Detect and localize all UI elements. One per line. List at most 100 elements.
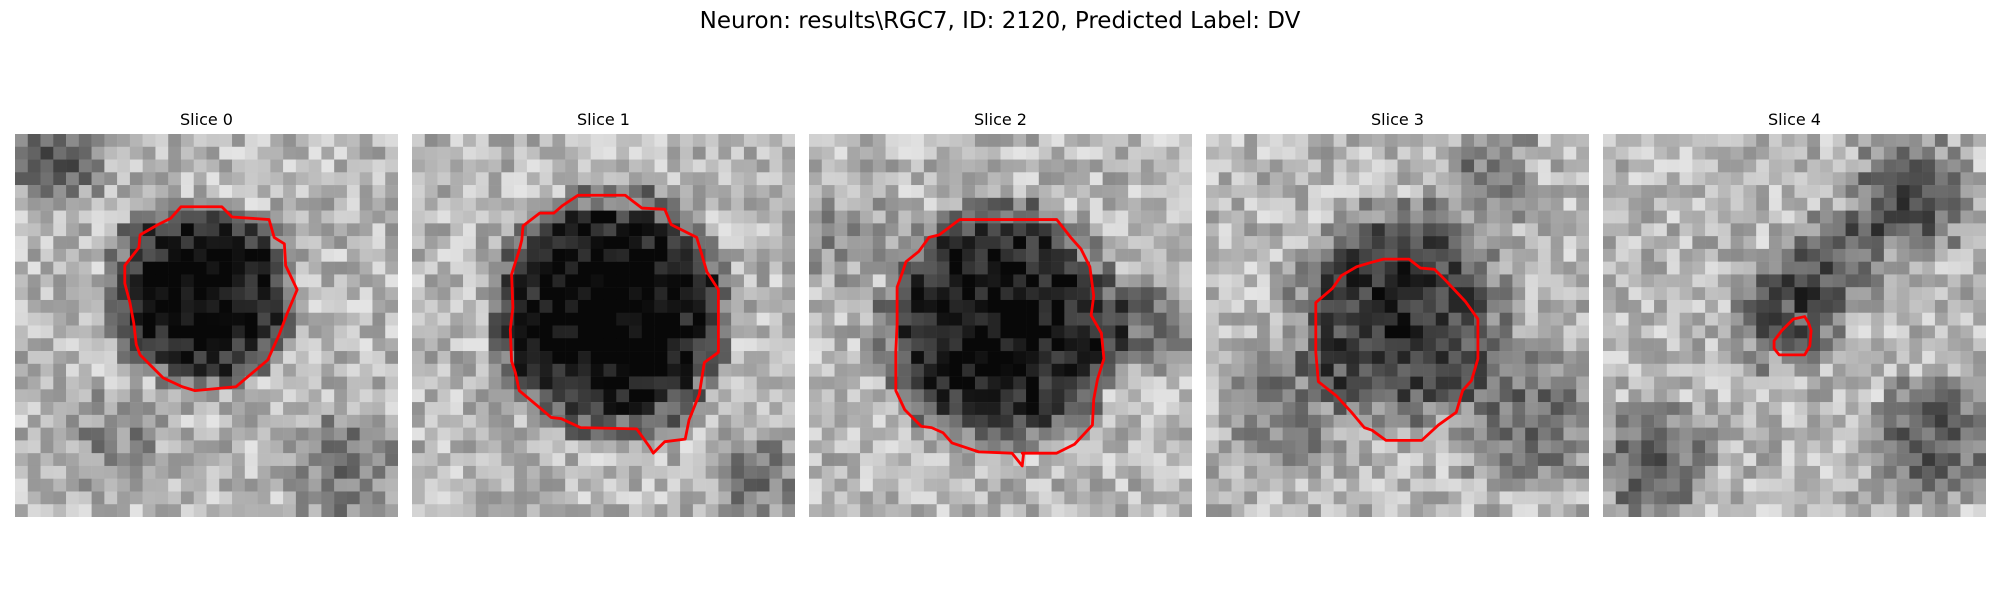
- image-pixel: [1000, 440, 1014, 454]
- image-pixel: [1934, 261, 1948, 275]
- image-pixel: [180, 427, 194, 441]
- image-pixel: [1064, 325, 1078, 339]
- image-pixel: [1654, 338, 1668, 352]
- image-pixel: [756, 223, 770, 237]
- image-pixel: [692, 146, 706, 160]
- image-pixel: [1603, 146, 1617, 160]
- image-pixel: [295, 389, 309, 403]
- image-pixel: [860, 287, 874, 301]
- image-pixel: [283, 440, 297, 454]
- image-pixel: [1128, 376, 1142, 390]
- image-pixel: [1973, 376, 1986, 390]
- image-pixel: [78, 312, 92, 326]
- image-pixel: [1448, 312, 1462, 326]
- image-pixel: [1934, 478, 1948, 492]
- image-pixel: [1807, 287, 1821, 301]
- image-pixel: [1525, 376, 1539, 390]
- image-pixel: [1576, 363, 1589, 377]
- image-pixel: [885, 134, 899, 148]
- image-pixel: [1206, 172, 1220, 186]
- image-pixel: [654, 159, 668, 173]
- image-pixel: [552, 299, 566, 313]
- image-pixel: [1679, 299, 1693, 313]
- image-pixel: [1486, 261, 1500, 275]
- image-pixel: [1486, 287, 1500, 301]
- image-pixel: [66, 223, 80, 237]
- image-pixel: [590, 236, 604, 250]
- image-pixel: [1563, 402, 1577, 416]
- image-pixel: [949, 453, 963, 467]
- image-pixel: [1000, 248, 1014, 262]
- image-pixel: [1537, 504, 1551, 517]
- image-pixel: [872, 351, 886, 365]
- image-pixel: [1807, 389, 1821, 403]
- image-pixel: [385, 338, 398, 352]
- image-pixel: [1947, 325, 1961, 339]
- image-pixel: [1461, 159, 1475, 173]
- image-pixel: [1807, 427, 1821, 441]
- image-pixel: [590, 299, 604, 313]
- image-pixel: [616, 274, 630, 288]
- image-pixel: [1743, 312, 1757, 326]
- image-pixel: [1768, 287, 1782, 301]
- image-pixel: [1871, 363, 1885, 377]
- image-pixel: [911, 478, 925, 492]
- image-pixel: [885, 491, 899, 505]
- image-pixel: [53, 465, 67, 479]
- image-pixel: [1973, 223, 1986, 237]
- image-pixel: [911, 312, 925, 326]
- image-pixel: [1051, 236, 1065, 250]
- image-pixel: [1794, 325, 1808, 339]
- image-pixel: [834, 478, 848, 492]
- image-pixel: [1038, 440, 1052, 454]
- image-pixel: [1628, 210, 1642, 224]
- image-pixel: [1320, 248, 1334, 262]
- image-pixel: [1295, 440, 1309, 454]
- image-pixel: [1140, 427, 1154, 441]
- image-pixel: [295, 223, 309, 237]
- image-pixel: [1781, 197, 1795, 211]
- image-pixel: [142, 312, 156, 326]
- image-pixel: [974, 261, 988, 275]
- image-pixel: [526, 274, 540, 288]
- image-pixel: [450, 453, 464, 467]
- image-pixel: [834, 376, 848, 390]
- image-pixel: [1641, 236, 1655, 250]
- image-pixel: [809, 261, 823, 275]
- image-pixel: [987, 325, 1001, 339]
- image-pixel: [295, 261, 309, 275]
- image-pixel: [1576, 427, 1589, 441]
- image-pixel: [692, 185, 706, 199]
- image-pixel: [1244, 491, 1258, 505]
- image-pixel: [974, 134, 988, 148]
- image-pixel: [1794, 223, 1808, 237]
- image-pixel: [1525, 465, 1539, 479]
- image-pixel: [1423, 299, 1437, 313]
- image-pixel: [450, 414, 464, 428]
- image-pixel: [821, 414, 835, 428]
- image-pixel: [1013, 236, 1027, 250]
- image-pixel: [514, 427, 528, 441]
- image-pixel: [53, 312, 67, 326]
- image-pixel: [78, 299, 92, 313]
- image-pixel: [244, 325, 258, 339]
- image-pixel: [1128, 465, 1142, 479]
- image-pixel: [1654, 248, 1668, 262]
- image-pixel: [962, 376, 976, 390]
- image-pixel: [1845, 274, 1859, 288]
- image-pixel: [1628, 478, 1642, 492]
- image-pixel: [424, 274, 438, 288]
- image-pixel: [1038, 299, 1052, 313]
- image-pixel: [1909, 172, 1923, 186]
- image-pixel: [872, 465, 886, 479]
- image-pixel: [1768, 134, 1782, 148]
- image-pixel: [1410, 427, 1424, 441]
- image-pixel: [1947, 261, 1961, 275]
- image-pixel: [180, 197, 194, 211]
- image-pixel: [1832, 440, 1846, 454]
- image-pixel: [424, 185, 438, 199]
- image-pixel: [1973, 402, 1986, 416]
- image-pixel: [743, 146, 757, 160]
- image-pixel: [1563, 236, 1577, 250]
- image-pixel: [1934, 414, 1948, 428]
